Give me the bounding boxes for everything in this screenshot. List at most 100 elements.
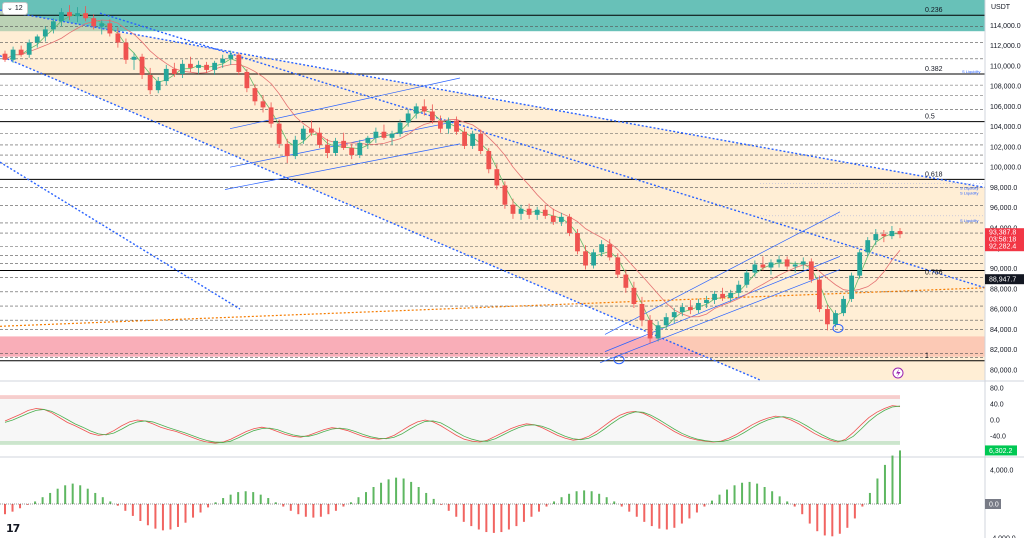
candle-body [881,234,887,237]
stoch-d-line [4,405,901,443]
macd-bar [402,478,405,504]
candle-body [42,29,48,37]
candle-body [405,113,411,123]
candle-body [357,142,363,156]
macd-bar [590,491,593,504]
candle-body [510,204,516,214]
candle-body [534,209,540,215]
macd-bar [214,502,217,504]
candle-body [268,107,274,124]
candle-body [389,133,395,138]
candle-body [704,299,709,303]
candle-body [454,120,459,132]
macd-bar [161,504,164,531]
candle-body [373,131,379,138]
macd-bar [297,504,300,515]
last-price-tag: 93,387.8 [989,230,1016,237]
candle-body [429,111,435,121]
candle-body [542,209,548,216]
candle-body [833,313,838,325]
macd-bar [726,489,729,504]
macd-bar [282,504,285,507]
macd-bar [252,492,255,504]
macd-bar [49,492,52,504]
price-tick-label: 112,000.0 [990,43,1021,50]
macd-bar [620,504,623,507]
candle-body [494,169,500,186]
macd-bar [816,504,819,532]
price-tick-label: 114,000.0 [990,23,1021,30]
candle-body [808,261,814,280]
macd-bar [853,504,856,519]
candle-body [647,320,653,339]
candle-body [236,54,242,72]
price-axis[interactable]: 114,000.0 112,000.0 110,000.0 108,000.0 106,… [985,23,1024,375]
fib-label: 1 [925,353,929,360]
macd-bar [537,504,540,512]
candle-body [567,216,572,234]
stochastic-pane: 80.0 40.0 0.0 -40.0 [0,386,1006,445]
candle-body [478,133,484,151]
macd-bar [492,504,495,533]
macd-bar [289,504,292,511]
fib-label: 0.382 [925,66,943,73]
macd-bar [778,496,781,504]
candle-body [163,68,169,82]
candle-body [244,71,250,89]
macd-bar [868,492,871,504]
candle-body [107,23,113,34]
candle-body [292,139,298,157]
liquidity-label: S Liquidity [960,185,978,190]
macd-bar [718,494,721,504]
macd-bar [222,498,225,504]
channel-top-line [0,9,986,189]
macd-bar [658,504,661,529]
ma-fast-line [4,13,901,329]
macd-bar [650,504,653,527]
interval-badge[interactable]: ⌄ 12 [2,2,28,15]
macd-bar [741,482,744,504]
liquidity-label: S Liquidity [960,218,978,223]
macd-bar [304,504,307,517]
candle-body [228,54,234,59]
stoch-k-line [4,405,901,444]
candle-body [171,68,177,74]
flash-icon[interactable] [892,367,904,379]
rising-channel-line [229,77,461,130]
candle-body [776,259,782,263]
candle-body [349,147,355,156]
candle-body [550,215,556,222]
candle-body [421,106,427,112]
candle-body [147,74,153,91]
candle-body [413,106,419,114]
macd-bar [575,491,578,504]
macd-bar [94,492,97,504]
macd-bar [861,504,864,507]
macd-bar [109,501,112,504]
candle-body [123,42,129,60]
macd-bar [365,492,368,504]
candle-body [518,208,524,214]
macd-bar [891,455,894,504]
candle-body [865,240,871,253]
macd-bar [154,504,157,529]
candle-body [623,274,629,288]
candle-body [59,12,64,22]
candle-body [18,49,24,55]
candle-body [655,325,661,339]
macd-bar [64,485,67,504]
macd-bar [334,504,337,511]
candle-body [139,56,145,75]
candle-body [671,312,677,318]
candle-body [816,279,822,310]
macd-bar [101,497,104,504]
rising-channel-line [224,143,461,190]
ma-slow-line [4,19,901,318]
macd-bar [763,487,766,504]
macd-bar [568,493,571,504]
price-tick-label: 98,000.0 [990,185,1017,192]
candle-body [179,63,185,74]
macd-bar [485,504,488,533]
candle-body [67,12,72,17]
